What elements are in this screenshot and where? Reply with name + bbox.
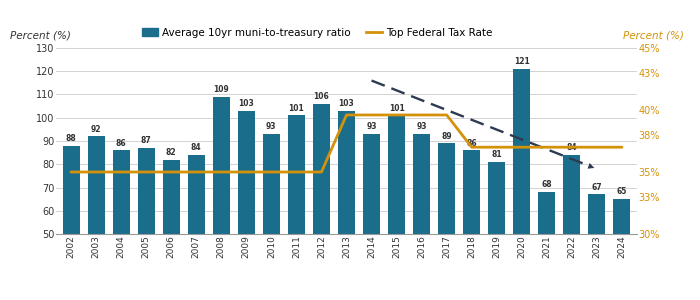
Text: 92: 92 xyxy=(91,124,101,134)
Text: 101: 101 xyxy=(288,103,304,112)
Bar xyxy=(463,150,480,300)
Bar xyxy=(288,116,305,300)
Bar xyxy=(338,111,355,300)
Bar xyxy=(488,162,505,300)
Text: 82: 82 xyxy=(166,148,176,157)
Bar xyxy=(62,146,80,300)
Text: Percent (%): Percent (%) xyxy=(10,31,71,40)
Bar xyxy=(538,192,555,300)
Text: 67: 67 xyxy=(592,183,602,192)
Text: 87: 87 xyxy=(141,136,151,145)
Bar xyxy=(238,111,255,300)
Bar xyxy=(438,143,455,300)
Bar xyxy=(413,134,430,300)
Text: 86: 86 xyxy=(116,139,127,148)
Bar xyxy=(162,160,180,300)
Legend: Average 10yr muni-to-treasury ratio, Top Federal Tax Rate: Average 10yr muni-to-treasury ratio, Top… xyxy=(138,23,497,42)
Text: 81: 81 xyxy=(491,150,502,159)
Text: 86: 86 xyxy=(466,139,477,148)
Text: 103: 103 xyxy=(239,99,254,108)
Bar xyxy=(188,155,205,300)
Bar xyxy=(363,134,380,300)
Bar xyxy=(589,194,606,300)
Text: 106: 106 xyxy=(314,92,329,101)
Text: 84: 84 xyxy=(191,143,202,152)
Bar xyxy=(513,69,531,300)
Bar xyxy=(213,97,230,300)
Text: 109: 109 xyxy=(214,85,229,94)
Text: 65: 65 xyxy=(617,187,627,196)
Bar xyxy=(613,199,631,300)
Text: 93: 93 xyxy=(366,122,377,131)
Bar xyxy=(88,136,104,300)
Text: 93: 93 xyxy=(266,122,276,131)
Bar xyxy=(564,155,580,300)
Text: 84: 84 xyxy=(566,143,578,152)
Text: 93: 93 xyxy=(416,122,427,131)
Text: 88: 88 xyxy=(66,134,76,143)
Text: 121: 121 xyxy=(514,57,530,66)
Text: 89: 89 xyxy=(442,131,452,140)
Text: Percent (%): Percent (%) xyxy=(622,31,683,40)
Text: 103: 103 xyxy=(339,99,354,108)
Bar xyxy=(113,150,130,300)
Bar xyxy=(388,116,405,300)
Bar xyxy=(313,104,330,300)
Text: 68: 68 xyxy=(542,180,552,189)
Bar xyxy=(138,148,155,300)
Bar xyxy=(263,134,280,300)
Text: 101: 101 xyxy=(389,103,405,112)
